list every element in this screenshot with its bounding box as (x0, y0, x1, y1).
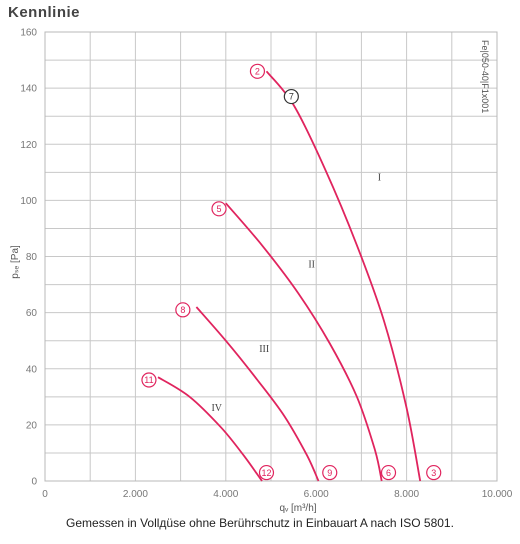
curve-iii (196, 307, 318, 481)
y-tick-label: 140 (20, 84, 37, 95)
y-tick-label: 0 (31, 477, 37, 488)
x-tick-label: 10.000 (482, 489, 513, 500)
caption: Gemessen in Vollдüse ohne Berührschutz i… (0, 516, 520, 530)
y-tick-label: 160 (20, 28, 37, 39)
x-axis-label: qᵥ [m³/h] (279, 503, 316, 514)
x-tick-label: 2.000 (123, 489, 148, 500)
curve-label-ii: II (308, 260, 315, 271)
y-tick-label: 120 (20, 140, 37, 151)
curve-label-iii: III (259, 344, 269, 355)
y-tick-label: 40 (26, 364, 38, 375)
curves (158, 71, 420, 481)
y-axis-label: pₛₑ [Pa] (10, 245, 21, 279)
point-marker-label: 6 (386, 468, 391, 478)
point-marker-label: 11 (144, 375, 153, 385)
point-marker-label: 2 (255, 66, 260, 76)
point-markers: 2 7 3 5 6 8 9 11 12 (142, 64, 441, 479)
curve-label-i: I (378, 173, 381, 184)
y-tick-label: 60 (26, 308, 38, 319)
x-tick-label: 0 (42, 489, 48, 500)
x-tick-labels: 0 2.000 4.000 6.000 8.000 10.000 (42, 489, 513, 500)
x-tick-label: 4.000 (213, 489, 238, 500)
curve-ii (226, 203, 382, 481)
curve-i (267, 71, 421, 481)
curve-label-iv: IV (211, 403, 222, 414)
curve-iv (158, 377, 262, 481)
point-marker-label: 7 (289, 92, 294, 102)
side-code: Fe|050-40|F1x001 (480, 40, 490, 113)
y-tick-labels: 0 20 40 60 80 100 120 140 160 (20, 28, 37, 488)
x-tick-label: 6.000 (304, 489, 329, 500)
x-tick-label: 8.000 (394, 489, 419, 500)
point-marker-label: 5 (217, 204, 222, 214)
point-marker-label: 9 (327, 468, 332, 478)
y-tick-label: 100 (20, 196, 37, 207)
y-tick-label: 20 (26, 420, 38, 431)
point-marker-label: 8 (180, 305, 185, 315)
point-marker-label: 3 (431, 468, 436, 478)
point-marker-label: 12 (261, 468, 271, 478)
y-tick-label: 80 (26, 252, 38, 263)
